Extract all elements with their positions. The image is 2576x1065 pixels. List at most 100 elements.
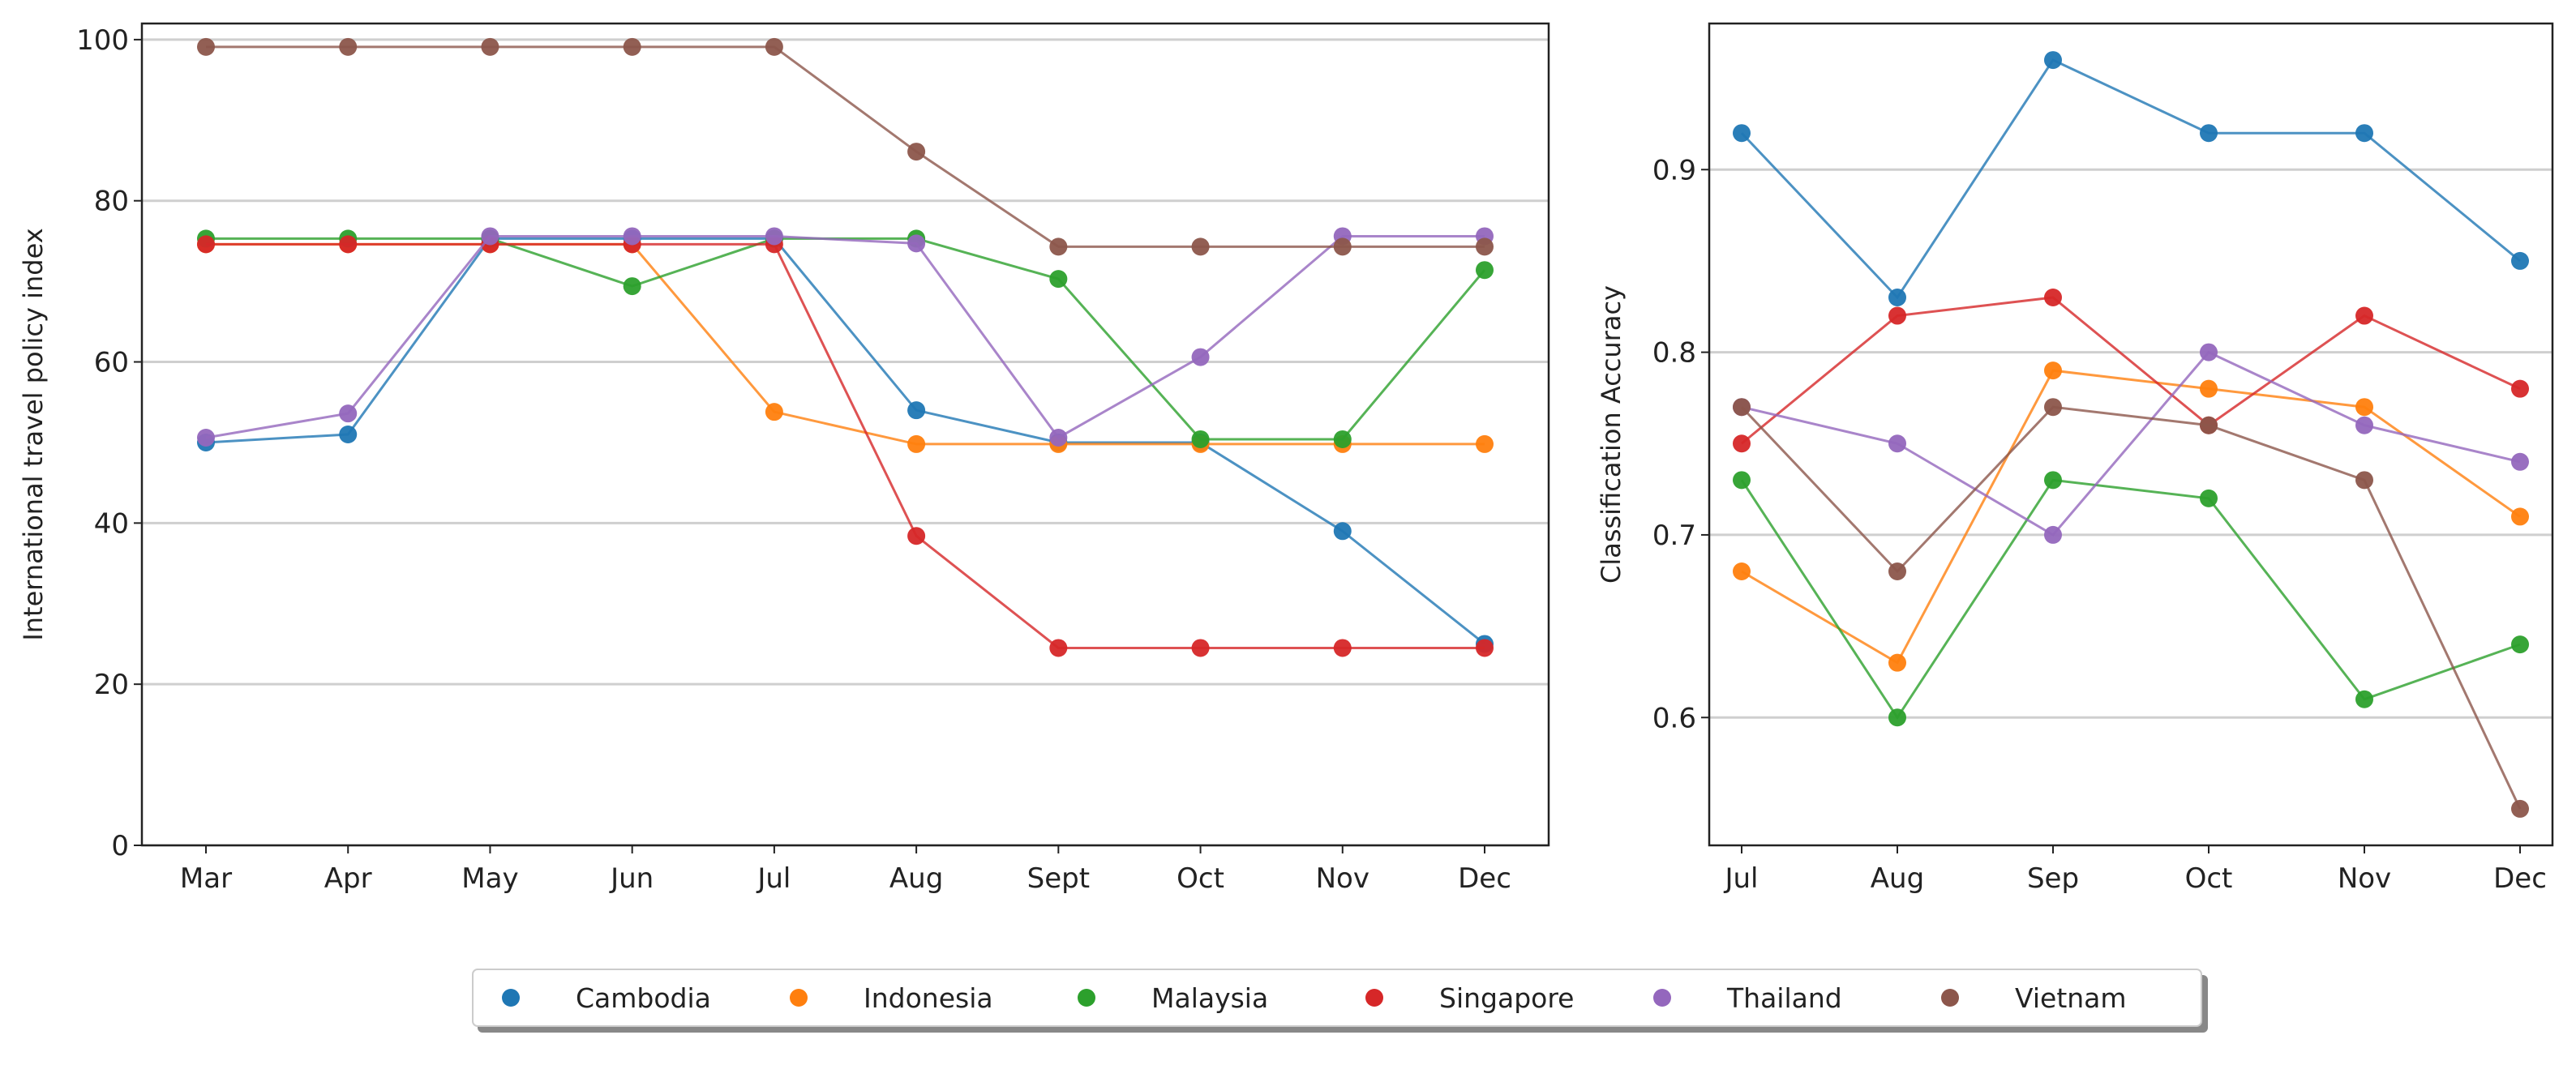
x-tick-label: Aug — [889, 862, 943, 895]
series-singapore — [197, 235, 1494, 657]
series-indonesia — [197, 235, 1494, 453]
data-point — [2355, 398, 2373, 417]
data-point — [197, 235, 215, 254]
x-tick-label: Apr — [324, 862, 372, 895]
series-malaysia — [197, 229, 1494, 448]
data-point — [1888, 306, 1906, 325]
legend-item-malaysia: Malaysia — [1078, 982, 1268, 1014]
legend-box — [472, 969, 2202, 1027]
right-chart-classification-accuracy: Classification Accuracy 0.6 0.7 0.8 0.9 Jul A… — [1596, 22, 2554, 895]
data-point — [2511, 635, 2529, 654]
x-tick-label: Oct — [1177, 862, 1224, 895]
data-point — [1476, 237, 1494, 256]
right-y-axis-label: Classification Accuracy — [1596, 285, 1627, 584]
x-tick-label: Jul — [1723, 862, 1758, 895]
data-point — [339, 404, 358, 423]
data-point — [2200, 416, 2218, 434]
data-point — [197, 428, 215, 447]
data-point — [1733, 434, 1751, 453]
data-point — [2355, 471, 2373, 490]
x-tick-label: Mar — [180, 862, 232, 895]
data-point — [1733, 471, 1751, 490]
data-point — [765, 403, 783, 421]
series-line — [1741, 296, 2521, 445]
legend-marker-icon — [1365, 989, 1383, 1007]
x-tick-label: Jul — [756, 862, 791, 895]
data-point — [2355, 690, 2373, 708]
data-point — [1191, 348, 1210, 366]
data-point — [197, 37, 215, 56]
y-tick-label: 20 — [94, 669, 129, 701]
data-point — [765, 227, 783, 246]
data-point — [1049, 428, 1068, 447]
x-tick-label: Oct — [2185, 862, 2233, 895]
legend-marker-icon — [790, 989, 808, 1007]
series-line — [1741, 350, 2521, 537]
data-point — [1476, 261, 1494, 280]
data-point — [2200, 489, 2218, 507]
data-point — [623, 37, 641, 56]
series-cambodia — [197, 229, 1494, 653]
y-tick-label: 0 — [111, 830, 129, 862]
legend-item-cambodia: Cambodia — [502, 982, 711, 1014]
data-point — [2511, 379, 2529, 398]
data-point — [1888, 562, 1906, 580]
y-tick-label: 0.6 — [1652, 702, 1696, 734]
data-point — [2200, 343, 2218, 361]
legend: Cambodia Indonesia Malaysia Singapore Thaila… — [472, 969, 2208, 1033]
data-point — [1888, 289, 1906, 306]
series-indonesia — [1733, 361, 2529, 672]
data-point — [1733, 398, 1751, 417]
data-point — [1733, 562, 1751, 580]
data-point — [1191, 237, 1210, 256]
x-tick-label: May — [461, 862, 518, 895]
legend-label: Malaysia — [1151, 982, 1268, 1014]
legend-item-thailand: Thailand — [1653, 982, 1842, 1014]
data-point — [1888, 653, 1906, 672]
legend-label: Indonesia — [864, 982, 993, 1014]
data-point — [2200, 124, 2218, 143]
series-thailand — [1733, 343, 2529, 544]
legend-label: Thailand — [1726, 982, 1842, 1014]
y-tick-label: 60 — [94, 347, 129, 379]
y-tick-label: 40 — [94, 507, 129, 540]
x-tick-label: Dec — [2493, 862, 2547, 895]
series-cambodia — [1733, 51, 2529, 306]
legend-marker-icon — [1653, 989, 1671, 1007]
data-point — [1733, 124, 1751, 143]
data-point — [2511, 452, 2529, 471]
data-point — [2044, 361, 2062, 380]
data-point — [1333, 639, 1352, 657]
data-point — [481, 37, 499, 56]
legend-label: Cambodia — [576, 982, 711, 1014]
y-tick-label: 100 — [76, 24, 129, 57]
data-point — [2511, 507, 2529, 526]
series-line — [206, 242, 1485, 446]
data-point — [2511, 251, 2529, 270]
series-line — [206, 237, 1486, 441]
legend-item-indonesia: Indonesia — [790, 982, 993, 1014]
series-line — [205, 234, 1485, 439]
data-point — [339, 37, 358, 56]
series-line — [1740, 478, 2521, 721]
x-tick-label: Dec — [1458, 862, 1511, 895]
data-point — [623, 277, 641, 296]
legend-item-singapore: Singapore — [1365, 982, 1574, 1014]
data-point — [1191, 639, 1210, 657]
data-point — [339, 235, 358, 254]
data-point — [1888, 434, 1906, 453]
series-line — [1740, 58, 2521, 300]
legend-marker-icon — [1941, 989, 1959, 1007]
series-line — [1740, 405, 2522, 810]
data-point — [765, 37, 783, 56]
data-point — [339, 426, 358, 443]
series-line — [1741, 369, 2521, 665]
data-point — [2355, 306, 2373, 325]
series-line — [205, 237, 1485, 645]
data-point — [2355, 416, 2373, 434]
series-line — [206, 242, 1485, 649]
data-point — [907, 143, 926, 161]
data-point — [1333, 522, 1352, 541]
